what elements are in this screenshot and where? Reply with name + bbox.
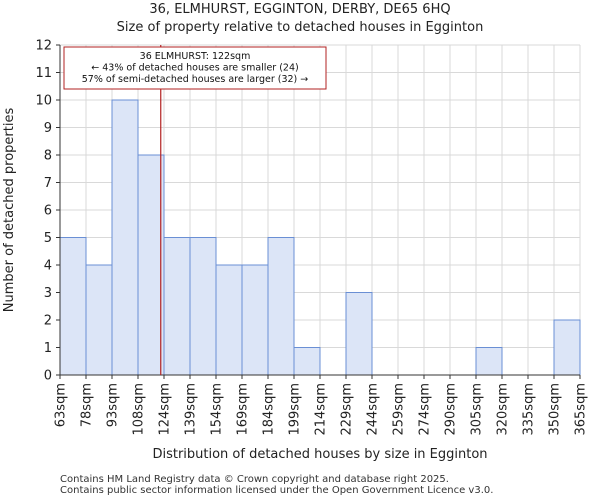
- x-tick-label: 184sqm: [262, 383, 277, 436]
- y-tick-label: 11: [35, 66, 52, 81]
- annotation-larger: 57% of semi-detached houses are larger (…: [82, 74, 309, 85]
- histogram-bar: [553, 319, 581, 376]
- annotation-layer: 36 ELMHURST: 122sqm← 43% of detached hou…: [63, 45, 327, 375]
- y-tick-label: 7: [44, 176, 52, 191]
- x-tick-label: 290sqm: [444, 383, 459, 436]
- x-tick-label: 244sqm: [366, 383, 381, 436]
- histogram-bar: [189, 237, 217, 376]
- y-tick-label: 4: [44, 259, 52, 274]
- y-tick-label: 1: [44, 341, 52, 356]
- x-tick-label: 78sqm: [80, 383, 95, 427]
- chart-subtitle: Size of property relative to detached ho…: [116, 20, 484, 35]
- histogram-bar: [475, 347, 503, 376]
- histogram-bar: [215, 264, 243, 376]
- x-tick-label: 320sqm: [496, 383, 511, 436]
- y-axis-label: Number of detached properties: [2, 108, 17, 313]
- x-tick-label: 274sqm: [418, 383, 433, 436]
- y-tick-label: 5: [44, 231, 52, 246]
- x-tick-label: 169sqm: [236, 383, 251, 436]
- x-tick-label: 93sqm: [106, 383, 121, 427]
- footer-copyright: Contains HM Land Registry data © Crown c…: [60, 474, 449, 485]
- histogram-bar: [293, 347, 321, 376]
- footer-licence: Contains public sector information licen…: [60, 485, 494, 496]
- x-tick-label: 214sqm: [314, 383, 329, 436]
- y-tick-label: 9: [44, 121, 52, 136]
- bars-layer: [59, 99, 581, 376]
- y-tick-label: 6: [44, 204, 52, 219]
- y-tick-label: 0: [44, 369, 52, 384]
- annotation-title: 36 ELMHURST: 122sqm: [140, 51, 251, 62]
- annotation-box: [63, 46, 327, 90]
- y-tick-label: 2: [44, 314, 52, 329]
- histogram-bar: [163, 237, 191, 376]
- histogram-bar: [241, 264, 269, 376]
- x-tick-label: 365sqm: [574, 383, 589, 436]
- x-tick-label: 305sqm: [470, 383, 485, 436]
- x-tick-label: 229sqm: [340, 383, 355, 436]
- x-tick-label: 124sqm: [158, 383, 173, 436]
- x-tick-label: 63sqm: [54, 383, 69, 427]
- x-tick-label: 199sqm: [288, 383, 303, 436]
- x-tick-label: 154sqm: [210, 383, 225, 436]
- annotation-smaller: ← 43% of detached houses are smaller (24…: [91, 63, 298, 74]
- histogram-bar: [267, 237, 295, 376]
- y-tick-label: 12: [35, 39, 52, 54]
- y-tick-label: 10: [35, 94, 52, 109]
- y-tick-label: 8: [44, 149, 52, 164]
- y-tick-label: 3: [44, 286, 52, 301]
- x-tick-label: 259sqm: [392, 383, 407, 436]
- histogram-bar: [345, 292, 373, 376]
- histogram-bar: [59, 237, 87, 376]
- x-tick-label: 350sqm: [548, 383, 563, 436]
- histogram-bar: [85, 264, 113, 376]
- chart-title: 36, ELMHURST, EGGINTON, DERBY, DE65 6HQ: [149, 2, 451, 17]
- histogram-bar: [111, 99, 139, 376]
- histogram-bar: [137, 154, 165, 376]
- x-tick-label: 139sqm: [184, 383, 199, 436]
- x-axis-label: Distribution of detached houses by size …: [152, 447, 487, 462]
- x-tick-label: 108sqm: [132, 383, 147, 436]
- x-tick-label: 335sqm: [522, 383, 537, 436]
